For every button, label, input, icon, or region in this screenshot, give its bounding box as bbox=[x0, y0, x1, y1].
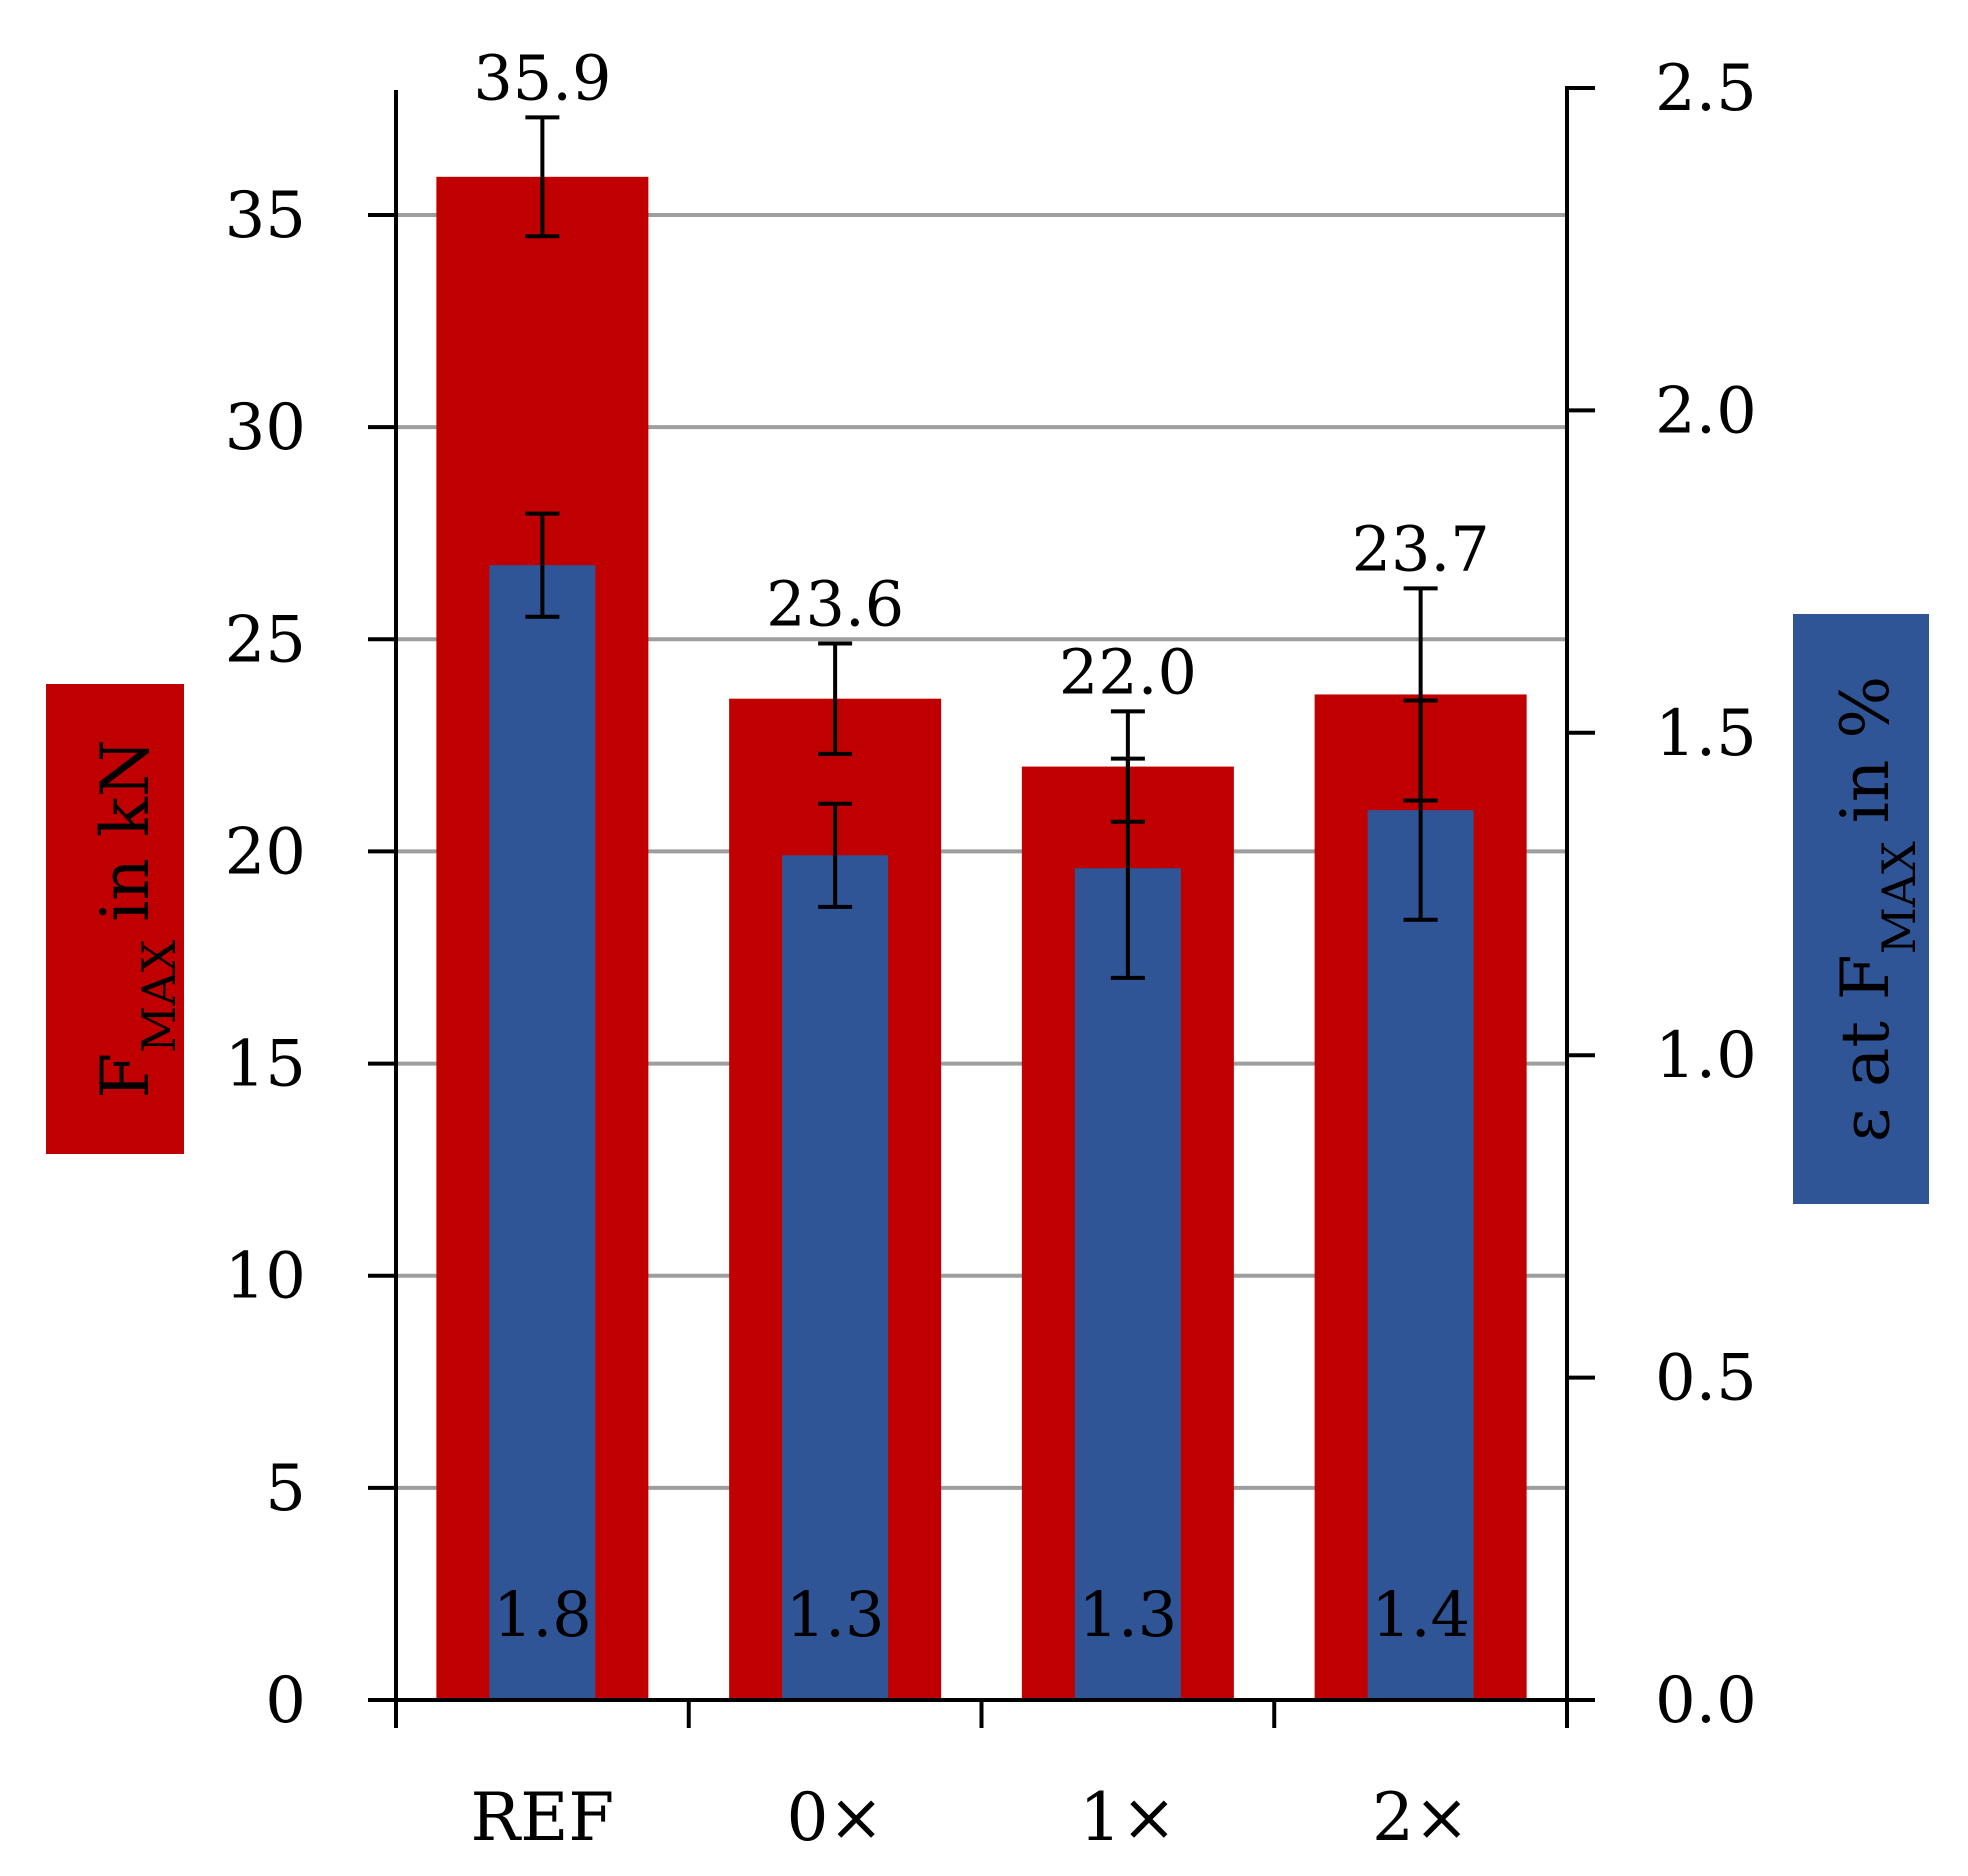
right-axis-title: ɛ at FMAX in % bbox=[1793, 614, 1929, 1204]
value-label-fmax: 23.6 bbox=[766, 568, 904, 641]
y-left-tick-label: 5 bbox=[265, 1452, 306, 1526]
right-axis-title-pre: ɛ at F bbox=[1827, 954, 1904, 1142]
value-label-fmax: 23.7 bbox=[1352, 512, 1490, 585]
value-label-strain: 1.3 bbox=[786, 1578, 885, 1651]
left-axis-title-rest: in kN bbox=[87, 739, 164, 921]
value-label-strain: 1.3 bbox=[1079, 1578, 1178, 1651]
y-right-tick-label: 1.5 bbox=[1655, 697, 1757, 771]
y-right-tick-label: 1.0 bbox=[1655, 1019, 1757, 1093]
y-right-tick-label: 2.0 bbox=[1655, 374, 1757, 448]
axes: 0 5 10 15 20 25 30 35 0.0 0.5 1.0 1.5 2.0 2.5 REF 0× 1× 2… bbox=[225, 52, 1757, 1856]
value-label-fmax: 35.9 bbox=[473, 41, 611, 114]
x-tick-label: 0× bbox=[786, 1779, 883, 1856]
y-right-tick-label: 2.5 bbox=[1655, 52, 1757, 126]
bar-strain bbox=[1074, 868, 1181, 1700]
right-axis-title-rest: in % bbox=[1827, 676, 1904, 823]
value-label-strain: 1.8 bbox=[493, 1578, 592, 1651]
y-left-tick-label: 30 bbox=[225, 391, 306, 465]
y-left-tick-label: 25 bbox=[225, 603, 306, 677]
right-axis-title-sub: MAX bbox=[1872, 841, 1926, 954]
right-axis-title-text: ɛ at FMAX in % bbox=[1827, 676, 1926, 1142]
left-axis-title-badge bbox=[46, 684, 184, 1154]
y-right-tick-label: 0.5 bbox=[1655, 1342, 1757, 1416]
right-axis-title-badge bbox=[1793, 614, 1929, 1204]
y-left-tick-label: 35 bbox=[225, 179, 306, 253]
left-axis-title: FMAX in kN bbox=[46, 684, 186, 1154]
left-axis-title-main: F bbox=[87, 1053, 164, 1099]
y-left-tick-label: 0 bbox=[265, 1664, 306, 1738]
y-left-tick-label: 20 bbox=[225, 815, 306, 889]
x-tick-label: 1× bbox=[1079, 1779, 1176, 1856]
value-label-strain: 1.4 bbox=[1371, 1578, 1470, 1651]
x-tick-label: 2× bbox=[1372, 1779, 1469, 1856]
value-label-fmax: 22.0 bbox=[1059, 635, 1197, 708]
y-right-tick-label: 0.0 bbox=[1655, 1664, 1757, 1738]
value-labels: 35.9 1.8 23.6 1.3 22.0 1.3 23.7 1.4 bbox=[473, 41, 1489, 1651]
left-axis-title-text: FMAX in kN bbox=[87, 739, 186, 1098]
y-left-tick-label: 10 bbox=[225, 1240, 306, 1314]
error-bars bbox=[525, 115, 1438, 980]
y-left-tick-label: 15 bbox=[225, 1028, 306, 1102]
bar-strain bbox=[1367, 810, 1474, 1700]
x-tick-label: REF bbox=[471, 1779, 615, 1856]
bars bbox=[436, 176, 1527, 1700]
bar-strain bbox=[782, 855, 889, 1700]
left-axis-title-sub: MAX bbox=[132, 939, 186, 1052]
bar-strain bbox=[489, 565, 596, 1700]
